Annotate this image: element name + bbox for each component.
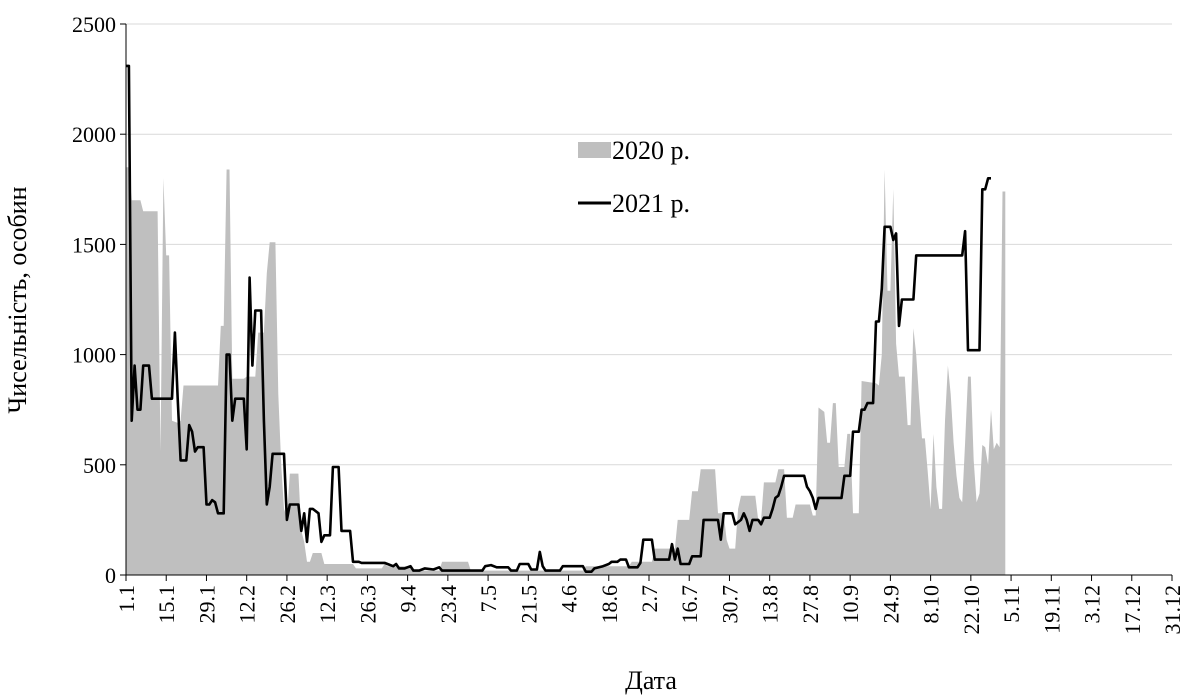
x-tick-label-13: 2.7 [637,585,662,613]
x-tick-label-7: 9.4 [396,585,421,613]
x-tick-label-10: 21.5 [516,585,541,624]
x-tick-label-23: 19.11 [1039,585,1064,634]
y-tick-label-1500: 1500 [72,232,116,257]
y-axis-ticks: 0 500 1000 1500 2000 2500 [72,12,126,588]
x-tick-label-4: 26.2 [275,585,300,624]
series-area-2020 [126,167,1006,576]
legend-label-2020: 2020 р. [612,136,690,165]
y-tick-label-0: 0 [105,563,116,588]
series-line-layer [126,64,991,574]
x-tick-label-24: 3.12 [1080,585,1105,624]
x-axis-ticks: 1.1 15.1 29.1 12.2 26.2 12.3 26.3 9.4 23.4 7.5 21.… [114,575,1185,635]
x-tick-label-0: 1.1 [114,585,139,613]
x-tick-label-8: 23.4 [436,585,461,624]
x-tick-label-25: 17.12 [1120,585,1145,635]
x-tick-label-3: 12.2 [235,585,260,624]
x-tick-label-17: 27.8 [798,585,823,624]
x-tick-label-22: 5.11 [999,585,1024,623]
x-tick-label-2: 29.1 [195,585,220,624]
x-axis-title: Дата [625,666,677,695]
legend-label-2021: 2021 р. [612,189,690,218]
y-tick-label-2500: 2500 [72,12,116,37]
x-tick-label-6: 26.3 [355,585,380,624]
x-tick-label-14: 16.7 [677,585,702,624]
x-tick-label-20: 8.10 [919,585,944,624]
x-tick-label-9: 7.5 [476,585,501,613]
x-tick-label-1: 15.1 [154,585,179,624]
legend: 2020 р. 2021 р. [578,136,690,218]
y-tick-label-500: 500 [83,453,116,478]
series-area-layer [126,167,1006,576]
x-tick-label-16: 13.8 [758,585,783,624]
x-tick-label-5: 12.3 [315,585,340,624]
y-tick-label-1000: 1000 [72,343,116,368]
x-tick-label-21: 22.10 [959,585,984,635]
x-tick-label-15: 30.7 [718,585,743,624]
x-tick-label-26: 31.12 [1160,585,1185,635]
legend-swatch-2020 [578,142,611,158]
x-tick-label-11: 4.6 [557,585,582,613]
y-axis-title: Чисельність, особин [3,186,32,413]
x-tick-label-18: 10.9 [838,585,863,624]
y-tick-label-2000: 2000 [72,122,116,147]
x-tick-label-12: 18.6 [597,585,622,624]
series-line-2021 [126,64,991,574]
x-tick-label-19: 24.9 [878,585,903,624]
